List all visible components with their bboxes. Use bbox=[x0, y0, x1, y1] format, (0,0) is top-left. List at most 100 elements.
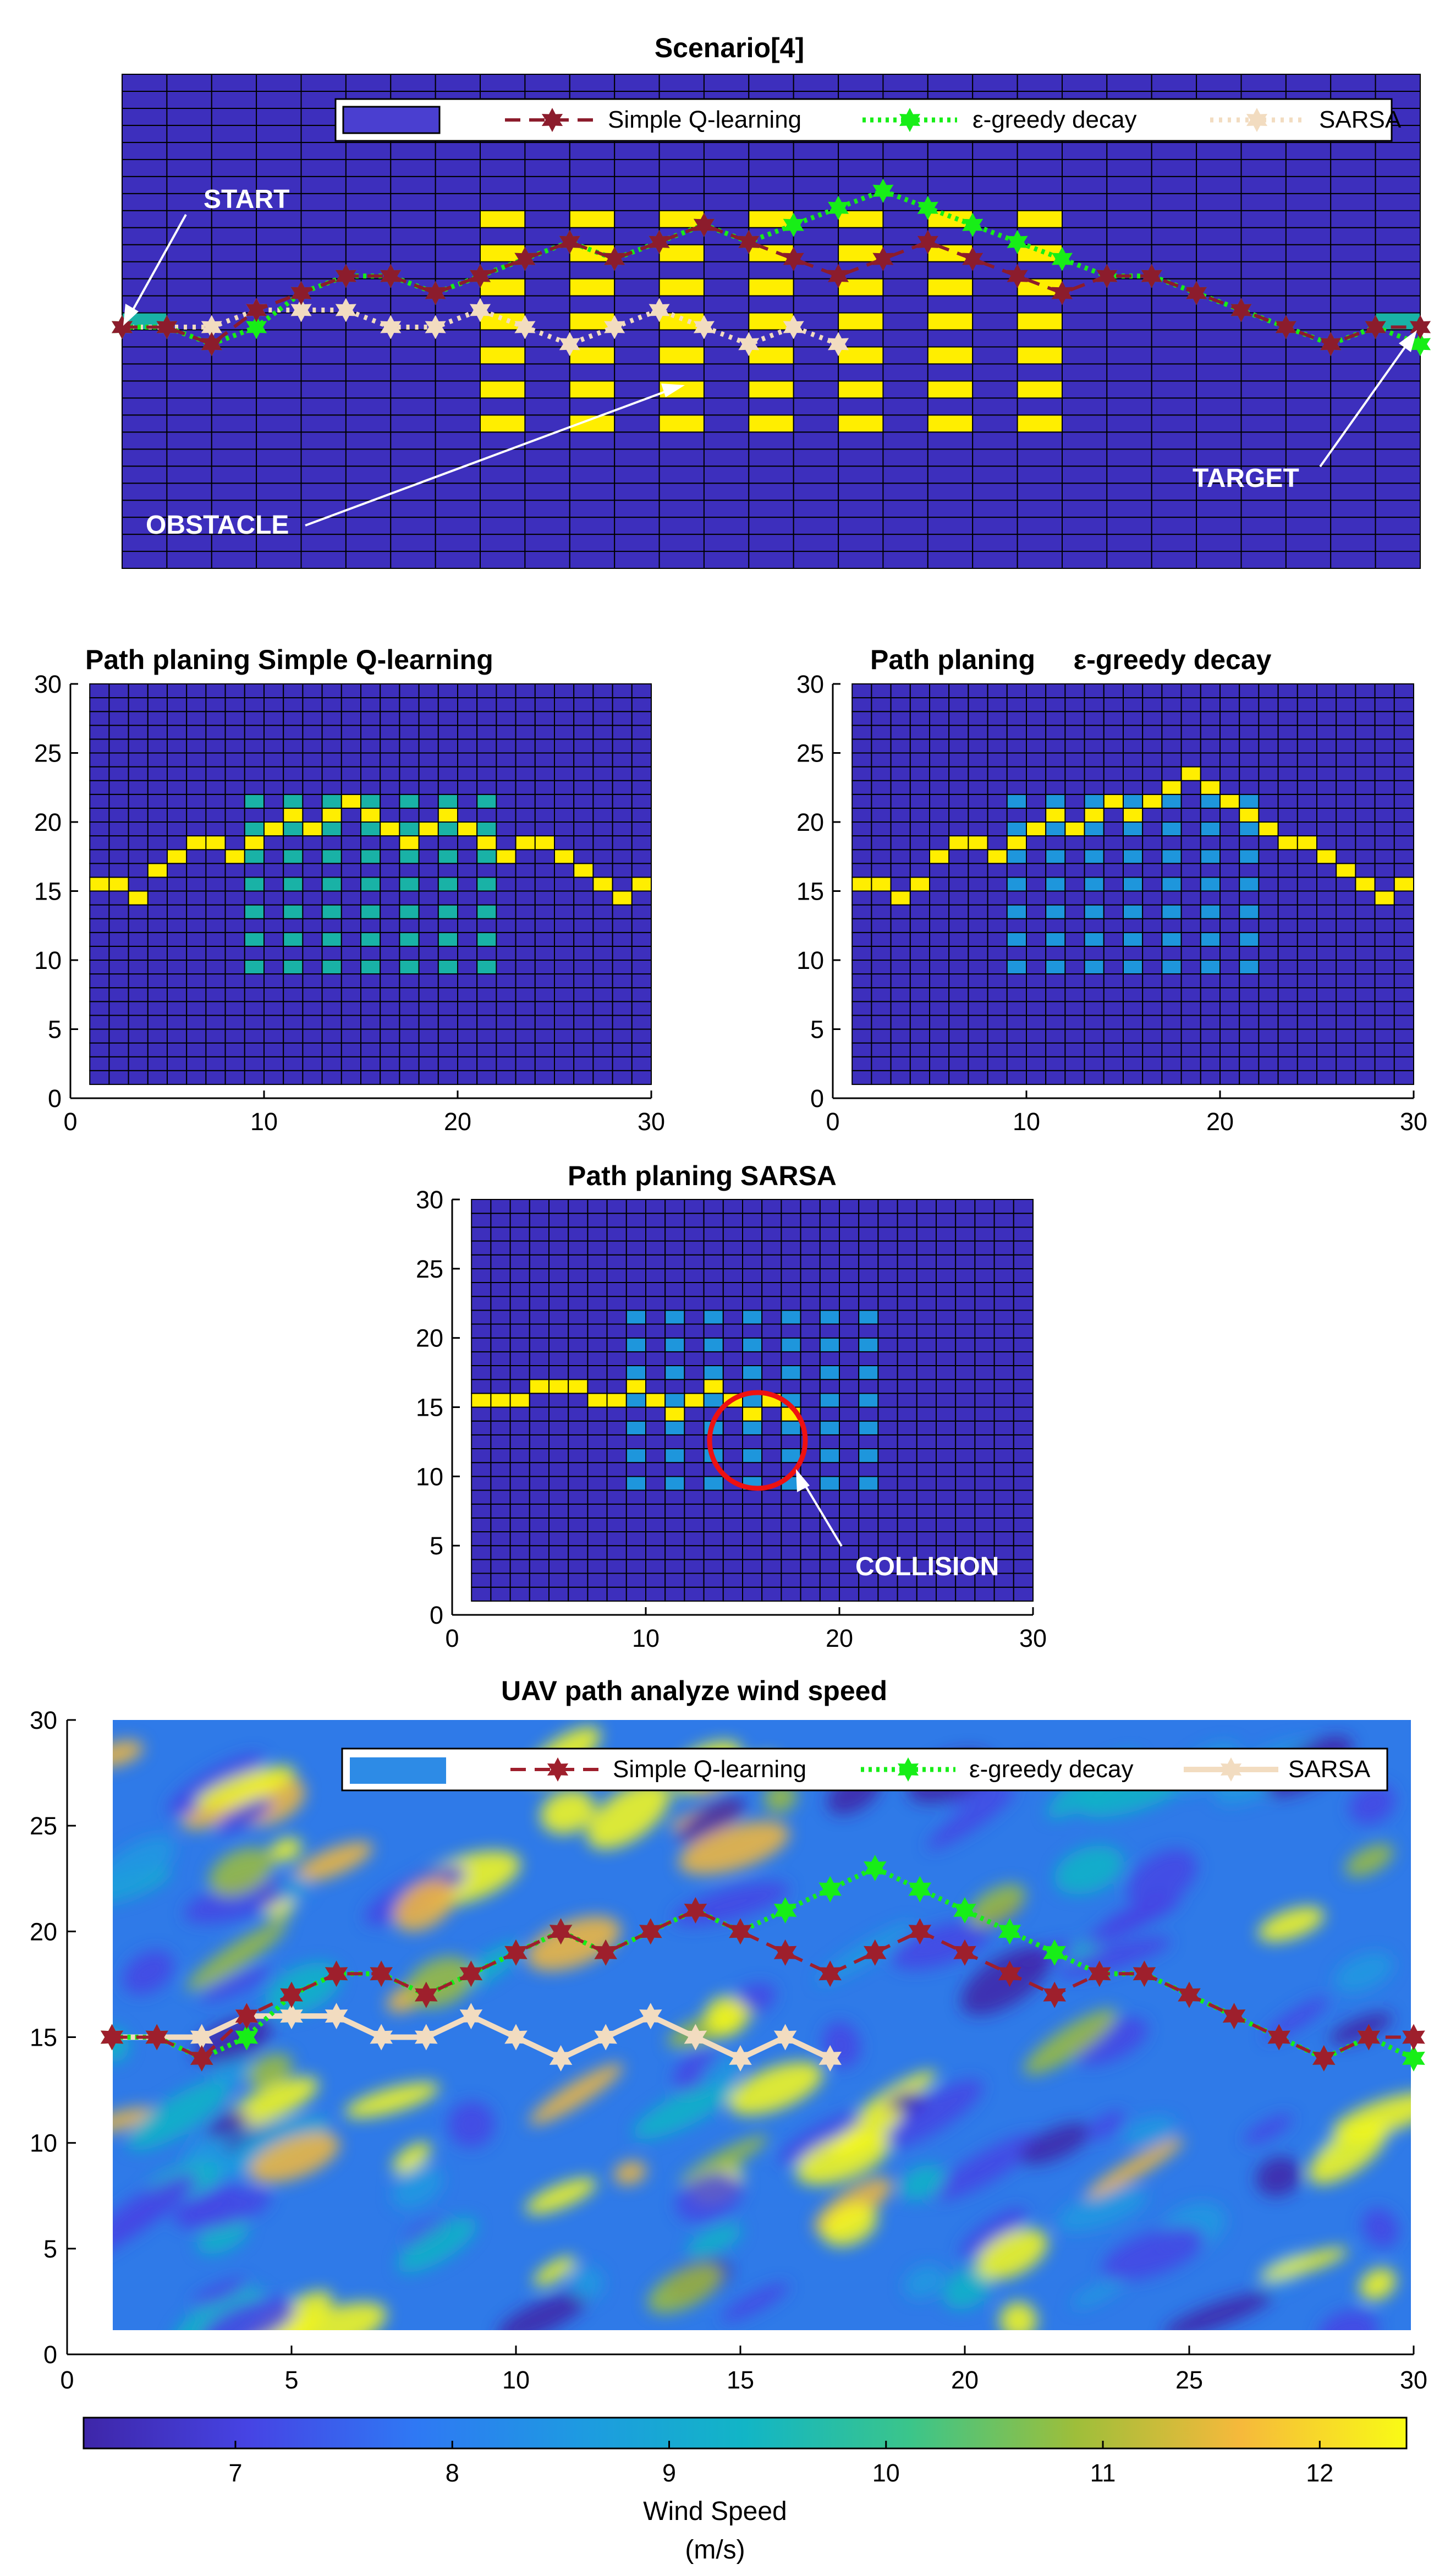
grid-cell bbox=[529, 1393, 550, 1408]
grid-cell bbox=[1123, 973, 1144, 989]
grid-cell bbox=[1258, 863, 1279, 878]
grid-cell bbox=[211, 141, 257, 160]
grid-cell bbox=[256, 397, 302, 416]
grid-cell bbox=[858, 1406, 879, 1422]
grid-cell bbox=[1106, 500, 1152, 518]
grid-cell bbox=[1355, 849, 1376, 864]
grid-cell bbox=[166, 363, 212, 382]
grid-cell bbox=[1006, 1042, 1028, 1058]
grid-cell bbox=[554, 697, 575, 713]
grid-cell bbox=[748, 397, 794, 416]
grid-cell bbox=[435, 346, 481, 365]
grid-cell bbox=[974, 1531, 995, 1547]
grid-cell bbox=[256, 227, 302, 245]
grid-cell bbox=[1296, 1028, 1318, 1044]
grid-cell bbox=[128, 780, 149, 795]
grid-cell bbox=[515, 793, 536, 809]
grid-cell bbox=[490, 1226, 511, 1242]
grid-cell bbox=[186, 752, 207, 768]
wind-paths bbox=[100, 1855, 1425, 2072]
obstacle-cell bbox=[244, 821, 265, 837]
grid-cell bbox=[1045, 973, 1066, 989]
grid-cell bbox=[987, 697, 1008, 713]
grid-cell bbox=[1196, 329, 1242, 348]
grid-cell bbox=[1017, 397, 1063, 416]
grid-cell bbox=[761, 1503, 782, 1519]
grid-cell bbox=[948, 752, 969, 768]
grid-cell bbox=[948, 945, 969, 961]
grid-cell bbox=[496, 1001, 517, 1016]
grid-cell bbox=[1045, 1042, 1066, 1058]
grid-cell bbox=[606, 1213, 627, 1228]
grid-cell bbox=[1013, 1476, 1034, 1491]
grid-cell bbox=[936, 1282, 957, 1297]
grid-cell bbox=[573, 697, 594, 713]
grid-cell bbox=[606, 1282, 627, 1297]
grid-cell bbox=[380, 807, 400, 823]
grid-cell bbox=[360, 780, 381, 795]
grid-cell bbox=[1123, 835, 1144, 851]
grid-cell bbox=[1219, 1070, 1240, 1085]
grid-cell bbox=[625, 1296, 647, 1311]
path-cell bbox=[1006, 835, 1028, 851]
grid-cell bbox=[1393, 932, 1415, 947]
sarsa-marker bbox=[649, 298, 670, 322]
grid-cell bbox=[1151, 465, 1197, 484]
grid-cell bbox=[529, 1268, 550, 1284]
grid-cell bbox=[890, 766, 911, 781]
grid-cell bbox=[122, 74, 168, 92]
grid-cell bbox=[955, 1406, 976, 1422]
grid-cell bbox=[1142, 780, 1163, 795]
grid-cell bbox=[1180, 725, 1201, 740]
grid-cell bbox=[1375, 483, 1421, 501]
grid-cell bbox=[916, 1586, 937, 1602]
colorbar-units: (m/s) bbox=[685, 2535, 745, 2565]
grid-cell bbox=[437, 725, 458, 740]
grid-cell bbox=[968, 697, 988, 713]
grid-cell bbox=[793, 158, 839, 177]
grid-cell bbox=[631, 1001, 652, 1016]
grid-cell bbox=[1026, 904, 1047, 919]
obstacle-cell bbox=[437, 821, 458, 837]
grid-cell bbox=[1330, 534, 1376, 552]
grid-cell bbox=[993, 1365, 1014, 1380]
grid-cell bbox=[122, 551, 168, 569]
grid-cell bbox=[1393, 780, 1415, 795]
grid-cell bbox=[529, 1406, 550, 1422]
wind-blob bbox=[525, 2178, 597, 2214]
grid-cell bbox=[858, 1323, 879, 1339]
grid-cell bbox=[1374, 960, 1395, 975]
wind-title: UAV path analyze wind speed bbox=[501, 1675, 887, 1706]
path-cell bbox=[490, 1393, 511, 1408]
grid-cell bbox=[1103, 780, 1124, 795]
grid-cell bbox=[974, 1226, 995, 1242]
grid-cell bbox=[128, 1028, 149, 1044]
grid-cell bbox=[437, 738, 458, 754]
grid-cell bbox=[927, 329, 974, 348]
grid-cell bbox=[256, 483, 302, 501]
grid-cell bbox=[684, 1586, 705, 1602]
grid-cell bbox=[128, 697, 149, 713]
grid-cell bbox=[871, 780, 892, 795]
grid-cell bbox=[471, 1559, 492, 1574]
grid-cell bbox=[684, 1448, 705, 1464]
grid-cell bbox=[573, 960, 594, 975]
grid-cell bbox=[345, 431, 392, 450]
grid-cell bbox=[1180, 780, 1201, 795]
grid-cell bbox=[916, 1268, 937, 1284]
grid-cell bbox=[548, 1462, 569, 1477]
grid-cell bbox=[703, 74, 750, 92]
grid-cell bbox=[1084, 766, 1105, 781]
grid-cell bbox=[592, 835, 613, 851]
grid-cell bbox=[858, 1545, 879, 1560]
grid-cell bbox=[1180, 1056, 1201, 1071]
grid-cell bbox=[435, 397, 481, 416]
grid-cell bbox=[839, 1351, 860, 1367]
grid-cell bbox=[480, 397, 526, 416]
grid-cell bbox=[658, 551, 705, 569]
wind-blob bbox=[113, 2107, 156, 2133]
wind-blob bbox=[127, 2079, 232, 2150]
grid-cell bbox=[1316, 780, 1337, 795]
grid-cell bbox=[1330, 483, 1376, 501]
grid-cell bbox=[224, 738, 245, 754]
